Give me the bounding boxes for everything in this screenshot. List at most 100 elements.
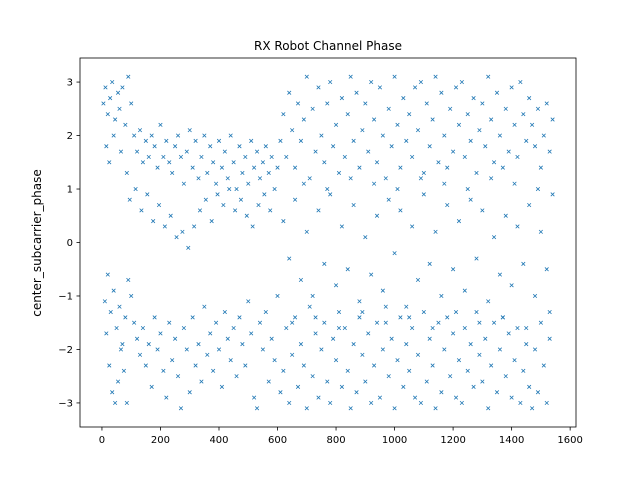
y-tick-label: 2 bbox=[67, 131, 73, 142]
data-point bbox=[483, 144, 488, 149]
data-point bbox=[465, 186, 470, 192]
data-point bbox=[298, 138, 304, 143]
data-point bbox=[278, 390, 283, 395]
data-point bbox=[453, 309, 459, 315]
data-point bbox=[164, 395, 169, 400]
data-point bbox=[228, 133, 233, 138]
x-tick-label: 1600 bbox=[557, 435, 582, 446]
data-point bbox=[115, 90, 121, 95]
data-point bbox=[205, 170, 210, 176]
data-point bbox=[124, 170, 129, 176]
data-point bbox=[550, 117, 555, 122]
data-point bbox=[233, 208, 238, 213]
data-point bbox=[284, 325, 289, 331]
data-point bbox=[149, 384, 154, 389]
data-point bbox=[118, 149, 124, 154]
data-point bbox=[538, 320, 543, 325]
data-point bbox=[199, 154, 204, 160]
data-point bbox=[544, 400, 549, 406]
data-point bbox=[386, 197, 391, 202]
data-point bbox=[339, 96, 344, 101]
data-point bbox=[260, 160, 265, 165]
data-point bbox=[104, 144, 109, 149]
data-point bbox=[209, 219, 214, 224]
data-point bbox=[252, 165, 257, 170]
data-point bbox=[538, 165, 543, 170]
data-point bbox=[181, 325, 186, 331]
data-point bbox=[456, 122, 462, 127]
data-point bbox=[410, 325, 415, 331]
data-point bbox=[489, 117, 494, 122]
data-point bbox=[103, 85, 108, 90]
data-point bbox=[515, 325, 520, 331]
data-point bbox=[480, 208, 485, 213]
data-point bbox=[342, 154, 347, 160]
data-point bbox=[468, 138, 473, 143]
data-point bbox=[234, 186, 239, 192]
x-tick-label: 200 bbox=[151, 435, 170, 446]
data-point bbox=[307, 304, 312, 309]
data-point bbox=[102, 299, 107, 304]
data-point bbox=[111, 288, 116, 293]
data-point bbox=[227, 186, 232, 192]
data-point bbox=[101, 101, 106, 106]
data-point bbox=[167, 320, 172, 325]
data-point bbox=[117, 106, 122, 111]
data-point bbox=[295, 384, 301, 389]
data-point bbox=[132, 320, 137, 325]
data-point bbox=[158, 122, 163, 127]
data-point bbox=[506, 331, 511, 336]
data-point bbox=[126, 277, 131, 283]
data-point bbox=[477, 128, 482, 133]
data-point bbox=[143, 363, 148, 368]
data-point bbox=[380, 288, 385, 293]
data-point bbox=[196, 176, 201, 181]
data-point bbox=[186, 245, 191, 250]
x-tick-label: 800 bbox=[327, 435, 346, 446]
data-point bbox=[433, 74, 438, 79]
data-point bbox=[415, 352, 421, 357]
data-point bbox=[313, 149, 318, 154]
data-point bbox=[199, 379, 204, 384]
data-point bbox=[489, 176, 494, 181]
data-point bbox=[304, 74, 309, 79]
data-point bbox=[192, 224, 197, 229]
data-point bbox=[462, 154, 467, 160]
data-point bbox=[410, 224, 415, 229]
data-point bbox=[152, 144, 157, 149]
data-point bbox=[512, 358, 517, 363]
data-point bbox=[489, 363, 494, 368]
data-point bbox=[486, 299, 491, 304]
data-point bbox=[240, 170, 245, 176]
data-point bbox=[524, 138, 529, 143]
data-point bbox=[231, 325, 236, 331]
data-point bbox=[439, 90, 444, 95]
data-point bbox=[121, 368, 126, 373]
data-point bbox=[547, 149, 552, 154]
data-point bbox=[424, 379, 429, 384]
data-point bbox=[395, 358, 400, 363]
data-point bbox=[237, 144, 242, 149]
data-point bbox=[184, 347, 189, 352]
data-point bbox=[392, 251, 397, 256]
data-point bbox=[386, 374, 391, 379]
data-point bbox=[238, 197, 244, 202]
data-point bbox=[290, 352, 295, 357]
data-point bbox=[333, 283, 339, 288]
data-point bbox=[143, 138, 148, 143]
data-point bbox=[395, 122, 400, 127]
data-point bbox=[342, 325, 347, 331]
data-point bbox=[281, 368, 286, 373]
data-point bbox=[401, 384, 406, 389]
data-point bbox=[151, 219, 156, 224]
data-point bbox=[532, 293, 538, 299]
data-point bbox=[292, 315, 298, 320]
data-point bbox=[468, 197, 473, 202]
data-point bbox=[170, 170, 175, 176]
data-point bbox=[155, 347, 160, 352]
data-point bbox=[237, 315, 242, 320]
data-point bbox=[216, 138, 222, 143]
data-point bbox=[257, 176, 263, 181]
data-point bbox=[254, 406, 260, 411]
data-point bbox=[313, 331, 318, 336]
